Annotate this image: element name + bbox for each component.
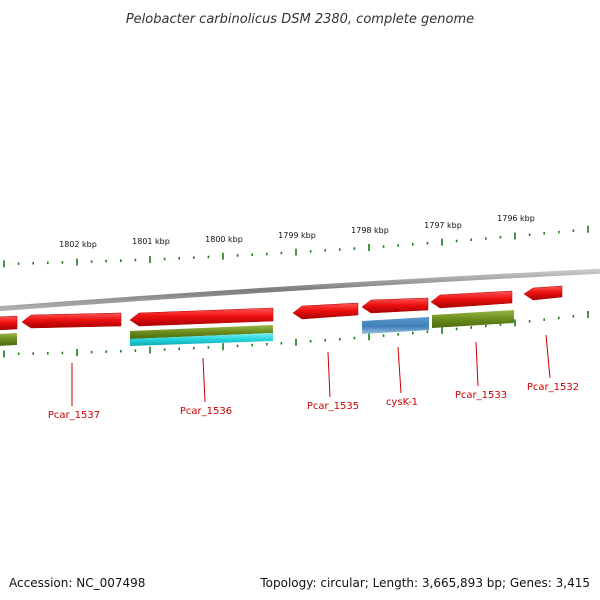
scale-label-1796: 1796 kbp xyxy=(497,214,535,223)
gene-label-pcar-1535[interactable]: Pcar_1535 xyxy=(307,401,359,412)
map-title: Pelobacter carbinolicus DSM 2380, comple… xyxy=(126,12,474,27)
cds-feature-left-edge[interactable] xyxy=(0,315,18,331)
cyan-feature-pcar-1536[interactable] xyxy=(130,333,273,346)
genome-backbone xyxy=(0,268,600,312)
footer-accession: Accession: NC_007498 xyxy=(9,576,145,590)
cds-feature-pcar-1536[interactable] xyxy=(129,307,274,327)
leader-line-pcar-1536 xyxy=(202,357,206,403)
leader-line-pcar-1532 xyxy=(545,334,551,379)
scale-label-1799: 1799 kbp xyxy=(278,231,316,240)
scale-label-1800: 1800 kbp xyxy=(205,235,243,244)
leader-line-pcar-1535 xyxy=(327,351,331,398)
gene-label-pcar-1533[interactable]: Pcar_1533 xyxy=(455,390,507,401)
gene-label-pcar-1532[interactable]: Pcar_1532 xyxy=(527,382,579,393)
gene-label-pcar-1536[interactable]: Pcar_1536 xyxy=(180,406,232,417)
scale-label-1798: 1798 kbp xyxy=(351,226,389,235)
inner-scale-ticks xyxy=(3,311,589,358)
scale-label-1802: 1802 kbp xyxy=(59,240,97,249)
cds-feature-pcar-1533[interactable] xyxy=(430,290,513,309)
cds-feature-pcar-1535[interactable] xyxy=(292,302,359,320)
olive-feature-pcar-1536[interactable] xyxy=(130,325,273,339)
gene-label-cysk-1[interactable]: cysK-1 xyxy=(386,397,418,408)
footer-summary: Topology: circular; Length: 3,665,893 bp… xyxy=(259,576,590,590)
gene-label-pcar-1537[interactable]: Pcar_1537 xyxy=(48,410,100,421)
cds-feature-pcar-1537[interactable] xyxy=(21,312,122,329)
blue-feature-cysk-1[interactable] xyxy=(362,317,429,334)
outer-scale-ticks xyxy=(3,225,589,268)
leader-line-pcar-1533 xyxy=(475,341,479,387)
cds-feature-pcar-1532[interactable] xyxy=(523,285,563,301)
cds-feature-cysk-1[interactable] xyxy=(361,297,429,314)
scale-label-1797: 1797 kbp xyxy=(424,221,462,230)
olive-feature-pcar-1533[interactable] xyxy=(432,310,514,328)
scale-label-1801: 1801 kbp xyxy=(132,237,170,246)
olive-feature-left-edge[interactable] xyxy=(0,333,17,346)
leader-line-cysk-1 xyxy=(397,346,402,394)
